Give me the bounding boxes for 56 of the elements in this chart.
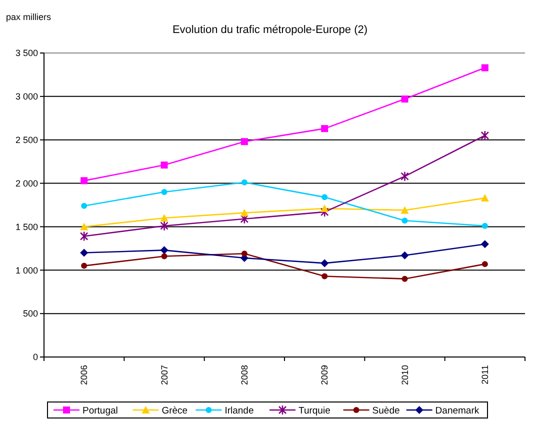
point [81,202,88,209]
x-tick-label: 2008 [240,365,250,386]
point [482,261,488,268]
point [401,96,408,103]
point [481,64,488,72]
point [402,276,408,282]
y-tick-label: 2 000 [15,178,38,188]
point [241,179,248,186]
point [320,204,329,212]
x-tick-label: 2006 [79,365,90,386]
point [322,194,328,200]
point [161,253,168,260]
y-tick-label: 1 500 [15,222,38,232]
point [402,218,408,224]
point [322,273,328,280]
point [80,222,88,230]
chart-title: Evolution du trafic métropole-Europe (2) [172,24,368,36]
point [160,162,168,169]
point [480,240,489,248]
point [80,177,88,184]
point [321,125,328,132]
legend-label: Portugal [82,405,118,416]
y-axis-title: pax milliers [6,12,52,22]
y-tick-label: 3 500 [15,48,38,58]
point [400,171,409,182]
y-tick-label: 1 000 [15,265,38,276]
point [320,259,329,268]
legend-label: Irlande [224,405,254,416]
point [480,194,489,202]
y-tick-label: 3 000 [15,92,38,102]
x-tick-label: 2007 [159,365,170,386]
point [240,214,249,224]
legend-label: Suède [372,405,400,416]
point [482,222,488,229]
point [240,208,248,216]
x-tick-label: 2010 [400,365,410,386]
point [161,188,168,195]
point [480,130,490,141]
point [160,214,168,222]
legend-label: Grèce [162,405,188,416]
x-tick-label: 2011 [480,365,490,384]
point [240,138,248,146]
legend-label: Danemark [435,405,480,416]
y-tick-label: 0 [32,352,38,362]
point [80,248,88,257]
y-tick-label: 500 [22,308,38,319]
x-tick-label: 2009 [320,365,330,386]
legend-label: Turquie [298,405,330,416]
point [400,206,409,214]
point [160,220,168,231]
point [241,250,248,257]
point [80,231,88,242]
point [160,246,168,254]
point [81,262,88,269]
point [400,251,409,260]
y-tick-label: 2 500 [15,135,38,146]
